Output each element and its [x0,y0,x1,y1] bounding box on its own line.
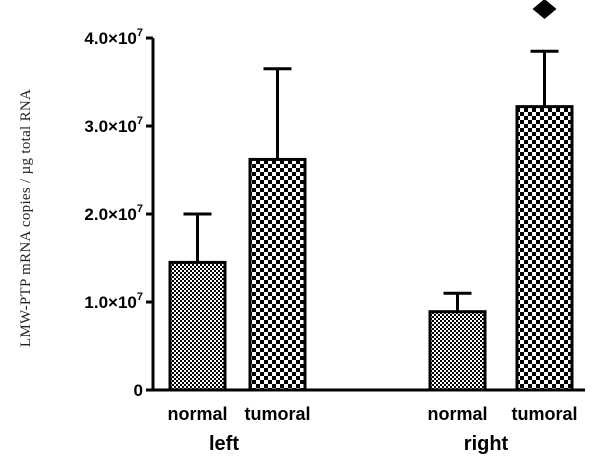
y-axis-label: LMW-PTP mRNA copies / µg total RNA [18,89,34,347]
y-tick-label: 0 [134,381,143,400]
x-category-label: tumoral [244,404,310,424]
bars [168,0,574,392]
x-category-label: normal [167,404,227,424]
y-tick-label: 2.0×107 [84,203,143,224]
x-group-label: right [464,433,509,455]
x-group-label: left [209,433,239,455]
y-tick-label: 3.0×107 [84,115,143,136]
significance-diamond-marker [532,0,557,19]
bar-left-normal [168,260,227,392]
bar-left-tumoral [248,157,307,392]
x-category-label: normal [427,404,487,424]
x-category-label: tumoral [511,404,577,424]
bar-right-tumoral [515,105,574,392]
y-tick-label: 1.0×107 [84,291,143,312]
axes: 0 1.0×107 2.0×107 3.0×107 4.0×107 [84,27,585,400]
y-tick-label: 4.0×107 [84,27,143,48]
bar-right-normal [428,310,487,392]
